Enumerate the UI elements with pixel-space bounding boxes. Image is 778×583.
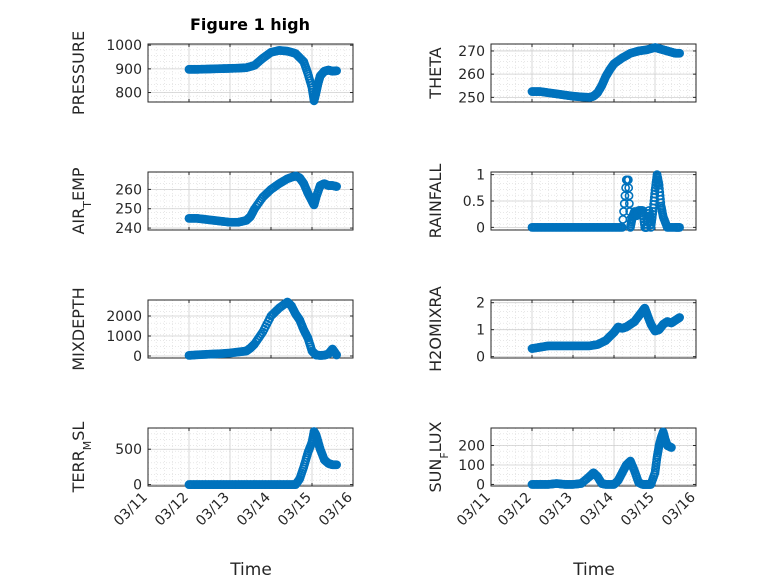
x-tick-label: 03/14 xyxy=(577,489,617,529)
y-axis-label: THETA xyxy=(426,47,445,99)
x-tick-label: 03/15 xyxy=(618,490,658,530)
figure-title: Figure 1 high xyxy=(190,15,310,34)
subplot-1: 800 900 1000 PRESSURE xyxy=(69,31,354,115)
y-tick-label: 0 xyxy=(133,349,142,365)
data-point xyxy=(331,66,341,76)
x-tick-label: 03/16 xyxy=(316,489,356,529)
subplot-4: 0 0.5 1 RAINFALL xyxy=(426,164,697,239)
axes-box xyxy=(147,43,354,103)
data-point xyxy=(656,194,665,204)
subplot-2: 250 260 270 THETA xyxy=(426,43,697,106)
x-tick-label: 03/12 xyxy=(152,490,192,530)
y-tick-label: 260 xyxy=(458,67,485,83)
data-point xyxy=(674,222,684,232)
y-tick-label: 250 xyxy=(458,90,485,106)
data-point xyxy=(650,189,660,199)
axes-box xyxy=(490,43,697,103)
y-tick-label: 1000 xyxy=(106,329,142,345)
data-point xyxy=(674,313,684,323)
data-point xyxy=(331,460,341,470)
y-tick-label: 0 xyxy=(476,477,485,493)
y-tick-label: 0 xyxy=(133,478,142,494)
y-tick-label: 270 xyxy=(458,44,485,60)
y-axis-label: PRESSURE xyxy=(69,31,88,115)
x-tick-label: 03/13 xyxy=(536,490,576,530)
data-point xyxy=(331,181,341,191)
y-tick-label: 0 xyxy=(476,350,485,366)
y-tick-label: 200 xyxy=(458,439,485,455)
axes-box xyxy=(147,171,354,231)
y-tick-label: 2 xyxy=(476,296,485,312)
y-tick-label: 0.5 xyxy=(463,194,485,210)
y-tick-label: 800 xyxy=(115,86,142,102)
y-axis-label: AIRTEMP xyxy=(69,167,94,234)
data-point xyxy=(666,442,676,452)
x-tick-label: 03/16 xyxy=(659,489,699,529)
y-axis-label: SUNFLUX xyxy=(426,421,451,492)
x-tick-label: 03/12 xyxy=(495,490,535,530)
subplot-5: 0 1000 2000 MIXDEPTH xyxy=(69,287,354,371)
y-tick-label: 1 xyxy=(476,323,485,339)
axes-box xyxy=(147,299,354,359)
data-point xyxy=(331,349,341,359)
data-point xyxy=(654,179,664,188)
x-tick-label: 03/11 xyxy=(454,490,494,530)
subplot-7: 0 500 TERRMSL 03/11 03/12 03/13 03/14 03/15 03/1… xyxy=(69,422,356,530)
data-point xyxy=(674,48,684,58)
x-tick-label: 03/15 xyxy=(275,490,315,530)
y-axis-label: TERRMSL xyxy=(69,422,94,494)
y-axis-label: RAINFALL xyxy=(426,164,445,239)
x-axis-label-right: Time xyxy=(572,560,615,580)
y-tick-label: 100 xyxy=(458,458,485,474)
subplot-6: 0 1 2 H2OMIXRA xyxy=(426,286,697,372)
y-tick-label: 240 xyxy=(115,221,142,237)
x-tick-label: 03/14 xyxy=(234,489,274,529)
y-tick-label: 2000 xyxy=(106,309,142,325)
data-point xyxy=(648,209,658,219)
axes-box xyxy=(490,427,697,487)
x-tick-label: 03/13 xyxy=(193,490,233,530)
y-axis-label: MIXDEPTH xyxy=(69,287,88,370)
y-tick-label: 900 xyxy=(115,62,142,78)
data-point xyxy=(621,183,631,193)
y-tick-label: 250 xyxy=(115,202,142,218)
y-tick-label: 260 xyxy=(115,182,142,198)
axes-box xyxy=(490,299,697,359)
y-tick-label: 500 xyxy=(115,442,142,458)
x-tick-label: 03/11 xyxy=(111,490,151,530)
y-tick-label: 1 xyxy=(476,168,485,184)
y-axis-label: H2OMIXRA xyxy=(426,286,445,372)
y-tick-label: 1000 xyxy=(106,38,142,54)
subplot-3: 240 250 260 AIRTEMP xyxy=(69,167,354,237)
data-point xyxy=(616,222,626,232)
x-axis-label-left: Time xyxy=(229,560,272,580)
y-tick-label: 0 xyxy=(476,220,485,236)
